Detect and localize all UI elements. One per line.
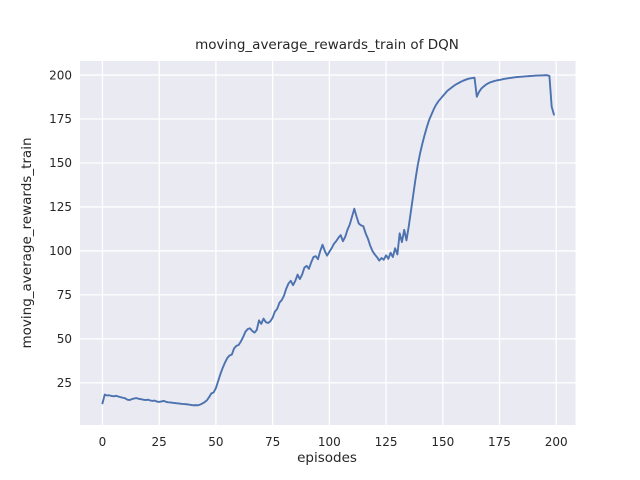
- x-axis-label: episodes: [297, 450, 357, 466]
- y-tick-label: 50: [57, 332, 72, 346]
- x-tick-label: 125: [375, 435, 398, 449]
- y-tick-label: 175: [49, 112, 72, 126]
- y-tick-label: 25: [57, 376, 72, 390]
- y-tick-label: 100: [49, 244, 72, 258]
- x-axis-tick-labels: 0 25 50 75 100 125 150 175 200: [99, 435, 568, 449]
- x-tick-label: 175: [488, 435, 511, 449]
- y-tick-label: 75: [57, 288, 72, 302]
- x-tick-label: 0: [99, 435, 107, 449]
- x-tick-label: 100: [318, 435, 341, 449]
- x-tick-label: 75: [265, 435, 280, 449]
- x-tick-label: 150: [431, 435, 454, 449]
- x-tick-label: 50: [208, 435, 223, 449]
- gridlines: [80, 61, 576, 425]
- y-tick-label: 200: [49, 68, 72, 82]
- y-axis-tick-labels: 25 50 75 100 125 150 175 200: [49, 68, 72, 390]
- x-tick-label: 25: [152, 435, 167, 449]
- plot-area: [80, 61, 576, 425]
- x-tick-label: 200: [545, 435, 568, 449]
- chart-title: moving_average_rewards_train of DQN: [195, 37, 459, 53]
- y-axis-label: moving_average_rewards_train: [19, 137, 35, 348]
- y-tick-label: 150: [49, 156, 72, 170]
- dqn-series-line: [101, 74, 555, 407]
- y-tick-label: 125: [49, 200, 72, 214]
